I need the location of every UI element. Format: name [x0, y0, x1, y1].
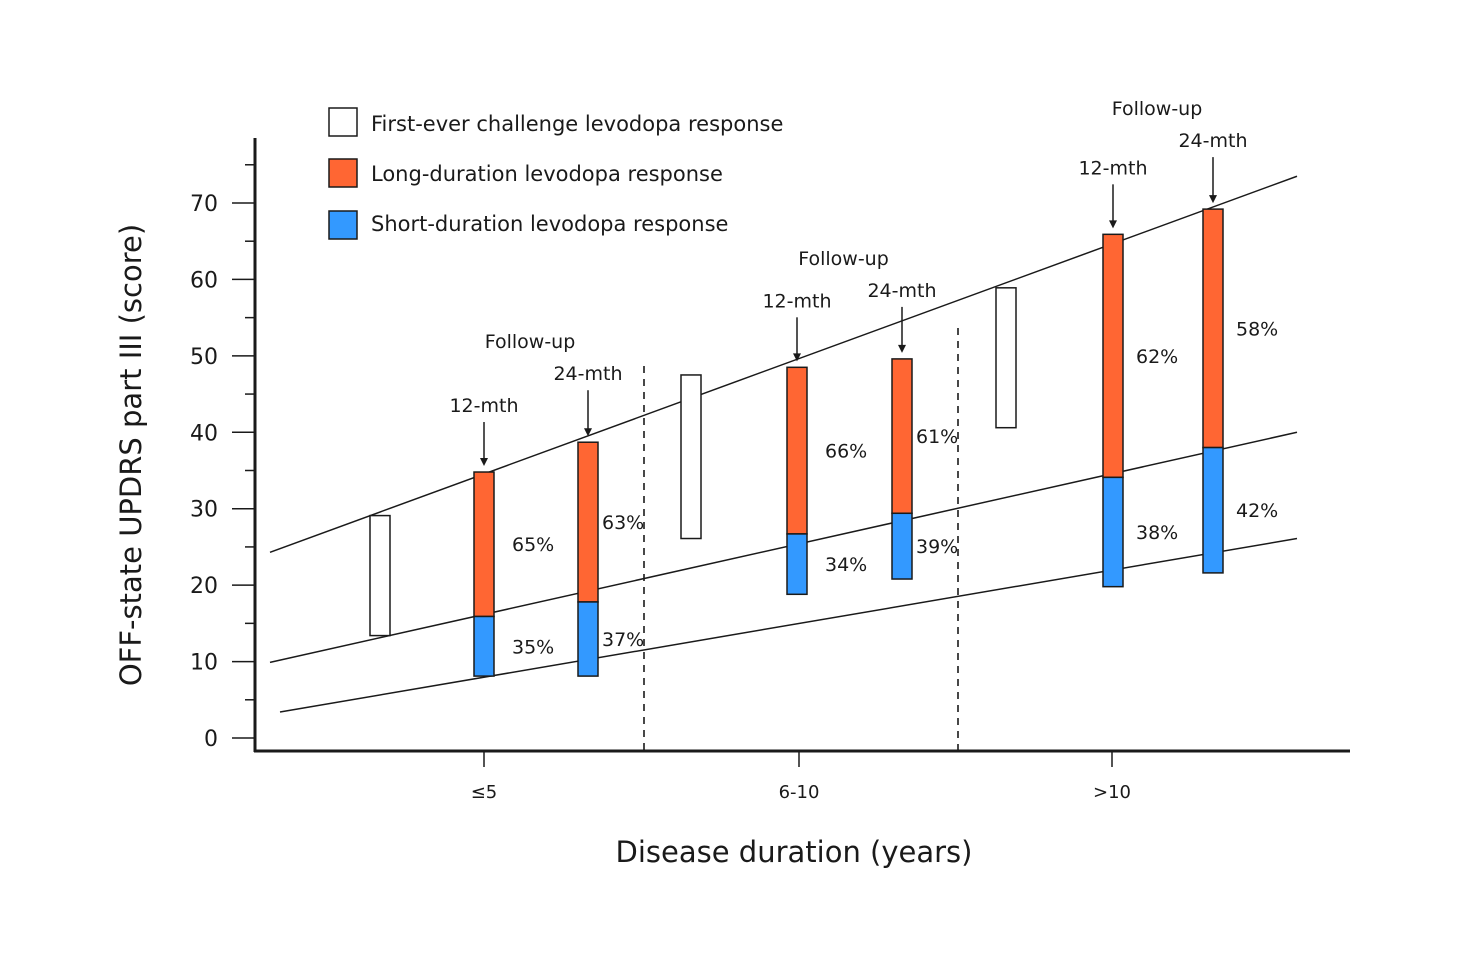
long-pct-label: 63% — [602, 512, 644, 534]
long-duration-bar — [1202, 208, 1224, 449]
x-axis-title: Disease duration (years) — [616, 835, 973, 869]
followup-month-label: 24-mth — [553, 363, 622, 385]
trend-lines — [269, 175, 1298, 713]
y-tick-label: 50 — [190, 345, 218, 370]
x-category-label: >10 — [1093, 782, 1131, 803]
arrow-down-icon — [793, 353, 801, 362]
x-category-label: 6-10 — [779, 782, 820, 803]
x-category-label: ≤5 — [471, 782, 498, 803]
y-tick-label: 30 — [190, 498, 218, 523]
followup-month-label: 12-mth — [449, 395, 518, 417]
short-duration-bar — [473, 615, 495, 677]
y-tick-label: 0 — [204, 727, 218, 752]
short-duration-bar — [1102, 476, 1124, 588]
y-tick-label: 40 — [190, 421, 218, 446]
y-ticks: 0 10 20 30 40 50 60 70 — [190, 164, 255, 752]
legend-swatch-first-ever — [328, 107, 358, 137]
followup-header: Follow-up — [485, 331, 576, 353]
short-duration-bar — [577, 601, 599, 677]
short-duration-bar — [786, 533, 808, 596]
y-axis-title: OFF-state UPDRS part III (score) — [114, 224, 148, 686]
long-pct-label: 58% — [1236, 318, 1278, 340]
arrow-down-icon — [1109, 220, 1117, 229]
bars — [369, 208, 1224, 677]
short-pct-label: 42% — [1236, 500, 1278, 522]
legend-swatch-short — [328, 210, 358, 240]
y-tick-label: 60 — [190, 268, 218, 293]
legend: First-ever challenge levodopa response L… — [328, 107, 783, 240]
long-pct-label: 61% — [916, 426, 958, 448]
first-ever-bar — [369, 514, 391, 637]
long-duration-bar — [1102, 233, 1124, 479]
followup-header: Follow-up — [798, 248, 889, 270]
short-pct-label: 37% — [602, 629, 644, 651]
long-duration-bar — [577, 441, 599, 603]
y-tick-label: 10 — [190, 651, 218, 676]
followup-month-label: 12-mth — [762, 290, 831, 312]
legend-label-long: Long-duration levodopa response — [371, 162, 723, 186]
long-duration-bar — [891, 358, 913, 515]
long-pct-label: 65% — [512, 534, 554, 556]
long-duration-bar — [473, 471, 495, 618]
arrow-down-icon — [480, 458, 488, 467]
followup-month-label: 24-mth — [867, 280, 936, 302]
arrow-down-icon — [898, 344, 906, 353]
y-tick-label: 20 — [190, 574, 218, 599]
first-ever-bar — [995, 287, 1017, 429]
arrow-down-icon — [584, 428, 592, 437]
followup-month-label: 24-mth — [1178, 130, 1247, 152]
middle-trend — [269, 431, 1298, 664]
arrow-down-icon — [1209, 195, 1217, 204]
short-pct-label: 39% — [916, 536, 958, 558]
y-tick-label: 70 — [190, 192, 218, 217]
legend-swatch-long — [328, 158, 358, 188]
first-ever-bar — [680, 374, 702, 540]
legend-label-first-ever: First-ever challenge levodopa response — [371, 112, 783, 136]
x-ticks: ≤5 6-10 >10 — [471, 752, 1131, 803]
short-pct-label: 34% — [825, 554, 867, 576]
lower-trend — [279, 537, 1298, 713]
annotations: 65% 35% 12-mth 63% 37% 24-mth Follow-up 66% 34% 1… — [449, 98, 1278, 658]
upper-trend — [269, 175, 1298, 553]
short-duration-bar — [1202, 446, 1224, 574]
followup-header: Follow-up — [1112, 98, 1203, 120]
short-pct-label: 35% — [512, 636, 554, 658]
short-pct-label: 38% — [1136, 522, 1178, 544]
long-pct-label: 62% — [1136, 346, 1178, 368]
long-duration-bar — [786, 366, 808, 535]
short-duration-bar — [891, 512, 913, 580]
followup-month-label: 12-mth — [1078, 157, 1147, 179]
legend-label-short: Short-duration levodopa response — [371, 212, 728, 236]
long-pct-label: 66% — [825, 441, 867, 463]
